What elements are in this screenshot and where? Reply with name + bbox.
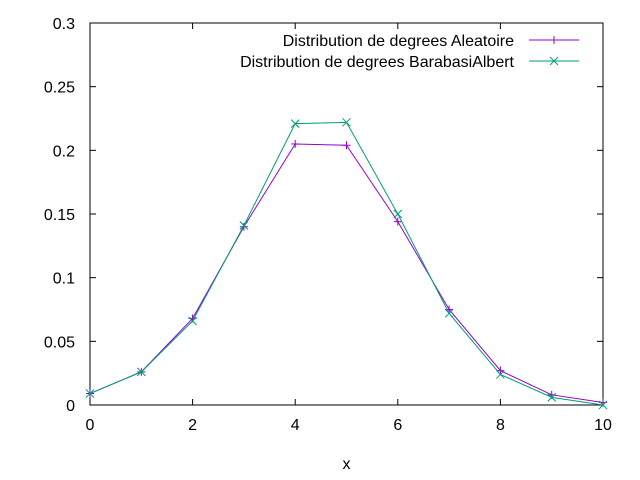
data-point	[598, 400, 608, 410]
y-tick-label: 0.1	[53, 271, 75, 288]
y-tick-label: 0.2	[53, 143, 75, 160]
y-tick-label: 0.3	[53, 16, 75, 33]
ticks-layer: 0 2 4 6 8 10 0 0.05 0.1 0.15 0.2 0.25 0.3	[44, 16, 612, 434]
legend-item: Distribution de degrees BarabasiAlbert	[240, 54, 579, 71]
data-point	[393, 209, 403, 219]
y-tick-label: 0	[66, 398, 75, 415]
legend-swatch-marker	[549, 56, 559, 66]
plot-frame	[89, 22, 604, 406]
series-layer	[85, 117, 608, 410]
x-tick-label: 4	[291, 417, 300, 434]
data-point	[290, 119, 300, 128]
y-tick-label: 0.05	[44, 334, 75, 351]
data-point	[85, 389, 95, 398]
data-point	[239, 221, 249, 230]
x-axis-title: x	[343, 456, 351, 473]
data-point	[444, 308, 454, 318]
legend-item: Distribution de degrees Aleatoire	[283, 33, 579, 50]
data-point	[342, 117, 351, 127]
data-point	[136, 367, 146, 377]
legend: Distribution de degrees Aleatoire Distrib…	[240, 33, 579, 71]
legend-label: Distribution de degrees BarabasiAlbert	[240, 54, 514, 71]
x-tick-label: 10	[594, 417, 612, 434]
data-point	[188, 316, 197, 326]
series-2	[85, 117, 608, 410]
x-tick-label: 2	[188, 417, 197, 434]
series-line	[89, 143, 604, 403]
legend-label: Distribution de degrees Aleatoire	[283, 33, 514, 50]
x-tick-label: 0	[86, 417, 95, 434]
y-tick-label: 0.25	[44, 80, 75, 97]
data-point	[496, 370, 505, 379]
series-line	[89, 121, 604, 406]
x-tick-label: 6	[393, 417, 402, 434]
x-tick-label: 8	[496, 417, 505, 434]
y-tick-label: 0.15	[44, 207, 75, 224]
data-point	[547, 393, 557, 402]
series-1	[86, 139, 607, 407]
